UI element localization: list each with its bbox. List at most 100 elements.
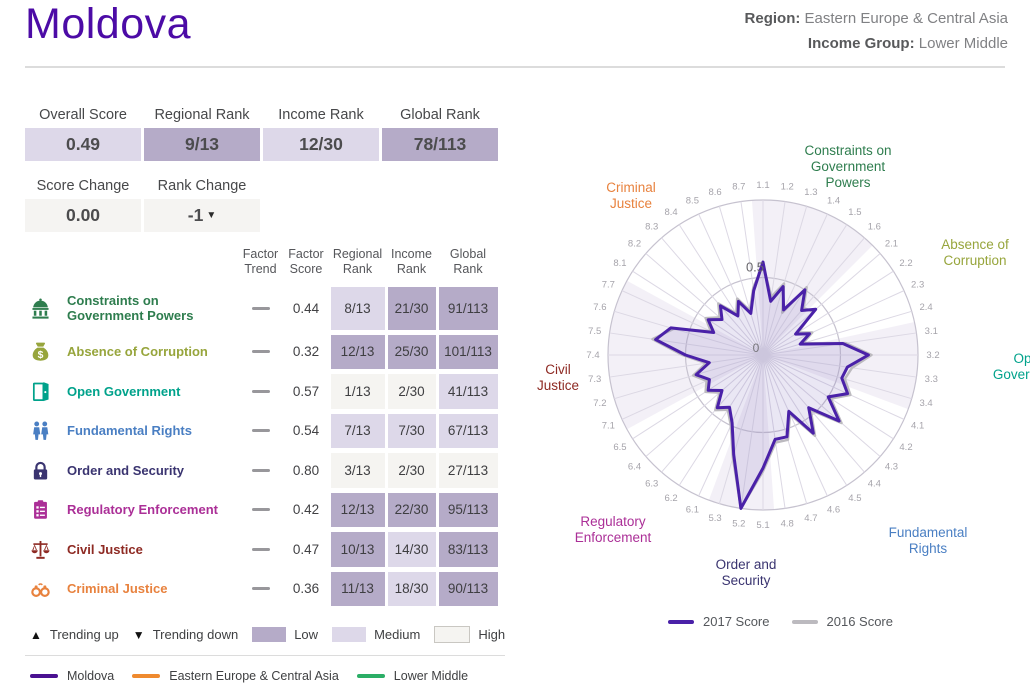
radar-spoke (632, 354, 764, 440)
radar-subfactor-tick: 1.4 (827, 195, 840, 206)
change-box-label: Rank Change (157, 178, 247, 194)
income-group-label: Income Group (808, 35, 919, 52)
spacer-cell (382, 173, 498, 199)
legend-line-swatch (132, 674, 161, 678)
regional-rank-cell: 11/13 (329, 569, 386, 609)
radar-factor-label: Absence of Corruption (941, 237, 1009, 268)
radar-spoke (762, 253, 881, 356)
radar-spoke (661, 354, 764, 473)
factor-row-icon (25, 372, 63, 412)
regional-rank-cell: 1/13 (329, 372, 386, 412)
global-rank-cell: 90/113 (437, 569, 499, 609)
radar-series-2016 (651, 263, 873, 510)
factor-score-cell: 0.47 (292, 541, 320, 557)
income-rank-cell: 18/30 (386, 569, 437, 609)
radar-subfactor-tick: 7.4 (586, 350, 599, 361)
radar-spoke (762, 310, 912, 356)
legend-series-label: Moldova (67, 669, 115, 683)
radar-spoke (609, 332, 764, 356)
radar-subfactor-tick: 7.7 (602, 279, 615, 290)
radar-chart: 1.1 1.2 1.3 1.4 1.5 1.6 2.12.2 2.3 2.4 3.1 3.2 3.3 3… (586, 180, 939, 531)
score-box-value: 12/30 (263, 128, 379, 161)
income-rank-cell: 22/30 (386, 490, 437, 530)
rank-value: 95/113 (438, 492, 498, 527)
factor-trend-cell (238, 284, 283, 332)
rank-value: 2/30 (387, 453, 436, 488)
radar-subfactor-tick: 4.7 (804, 513, 817, 524)
factor-name: Civil Justice (67, 541, 143, 557)
scales-icon (31, 540, 50, 559)
radar-spoke (762, 354, 808, 504)
svg-text:$: $ (38, 350, 44, 361)
rank-value: 90/113 (438, 571, 498, 606)
rank-value: 12/13 (330, 492, 385, 527)
open-door-icon (32, 381, 49, 401)
radar-subfactor-tick: 4.4 (868, 478, 881, 489)
factor-score-cell: 0.36 (292, 581, 320, 597)
radar-center-label: 0 (753, 341, 760, 355)
radar-subfactor-tick: 8.4 (664, 207, 677, 218)
radar-subfactor-tick: 7.3 (588, 374, 601, 385)
global-rank-cell: 101/113 (437, 332, 499, 372)
clipboard-icon (34, 500, 47, 519)
radar-spoke (698, 213, 764, 356)
high-label: High (478, 627, 506, 642)
factor-trend-cell (238, 569, 283, 609)
radar-legend-label: 2016 Score (826, 614, 894, 629)
medium-swatch (332, 627, 367, 642)
radar-subfactor-tick: 4.5 (848, 493, 861, 504)
trend-down-icon: ▼ (206, 210, 217, 221)
score-box-label: Global Rank (400, 107, 480, 123)
factor-trend-cell (238, 451, 283, 491)
radar-spoke (762, 354, 905, 420)
radar-spoke (609, 354, 764, 378)
radar-subfactor-tick: 4.2 (899, 442, 912, 453)
global-rank-cell: 67/113 (437, 411, 499, 451)
radar-spoke (718, 354, 764, 504)
rank-value: 25/30 (387, 334, 436, 369)
radar-subfactor-tick: 1.5 (848, 207, 861, 218)
rank-value: 11/13 (330, 571, 385, 606)
regional-rank-cell: 7/13 (329, 411, 386, 451)
column-header: Factor Score (288, 247, 324, 276)
column-header: Global Rank (449, 247, 487, 276)
trending-down-label: Trending down (152, 627, 239, 642)
medium-label: Medium (374, 627, 421, 642)
region-label: Region (745, 10, 805, 27)
rank-value: 7/30 (387, 413, 436, 448)
radar-subfactor-tick: 5.2 (732, 518, 745, 529)
income-rank-cell: 2/30 (386, 372, 437, 412)
page-title: Moldova (25, 0, 192, 48)
rank-value: 83/113 (438, 532, 498, 567)
rank-value: 1/13 (330, 374, 385, 409)
flat-trend-icon (251, 306, 270, 310)
radar-subfactor-tick: 1.3 (804, 187, 817, 198)
radar-factor-label: Criminal Justice (606, 180, 656, 211)
legend-line-swatch (356, 674, 385, 678)
rank-value: 2/30 (387, 374, 436, 409)
radar-subfactor-tick: 4.8 (781, 518, 794, 529)
rank-value: 22/30 (387, 492, 436, 527)
radar-subfactor-tick: 3.4 (920, 398, 933, 409)
score-box-label: Income Rank (278, 107, 364, 123)
header-spacer (63, 244, 238, 284)
factor-name: Regulatory Enforcement (67, 502, 218, 518)
radar-spoke (621, 290, 764, 356)
rank-value: 7/13 (330, 413, 385, 448)
radar-spoke (678, 224, 764, 356)
radar-subfactor-tick: 8.3 (645, 222, 658, 233)
rank-value: 21/30 (387, 286, 436, 330)
legend-line-swatch (668, 619, 694, 624)
region-value: Eastern Europe & Central Asia (804, 10, 1008, 27)
factor-row-icon (25, 490, 63, 530)
factor-score-cell: 0.54 (292, 423, 320, 439)
radar-spoke (762, 354, 786, 509)
radar-spoke (740, 201, 764, 356)
regional-rank-cell: 8/13 (329, 284, 386, 332)
column-header: Factor Trend (242, 247, 279, 276)
factor-name: Criminal Justice (67, 581, 168, 597)
header-meta: RegionEastern Europe & Central Asia Inco… (745, 6, 1008, 56)
radar-subfactor-tick: 2.1 (885, 239, 898, 250)
regional-rank-cell: 10/13 (329, 530, 386, 570)
radar-subfactor-tick: 2.4 (920, 302, 933, 313)
